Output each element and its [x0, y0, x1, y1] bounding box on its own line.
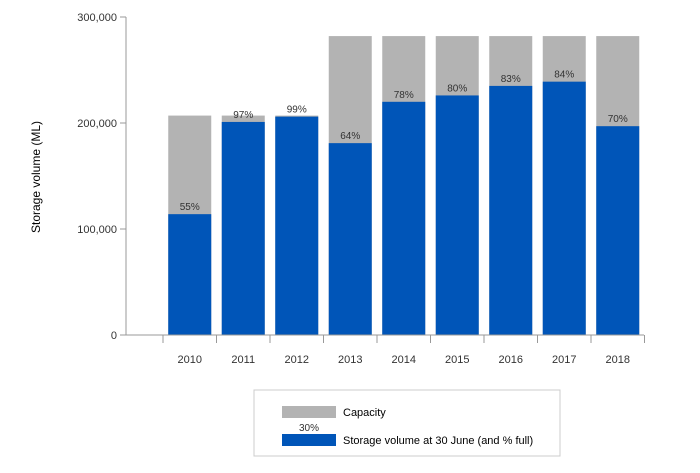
legend-label-storage: Storage volume at 30 June (and % full) [343, 435, 533, 447]
plot-area: 55% 97% 99% 64% 78% 80% 83% 84% 70% [168, 36, 640, 336]
percent-label: 70% [608, 114, 628, 125]
storage-bar [596, 126, 640, 336]
percent-label: 97% [233, 110, 253, 121]
percent-label: 80% [447, 83, 467, 94]
y-tick-label: 300,000 [77, 12, 117, 24]
percent-label: 84% [554, 70, 574, 81]
legend-sample-percent: 30% [299, 423, 319, 434]
x-tick-label: 2010 [178, 354, 202, 366]
storage-bar [382, 101, 426, 335]
x-tick-label: 2015 [445, 354, 469, 366]
storage-bar [221, 121, 265, 335]
x-axis: 2010 2011 2012 2013 2014 2015 2016 2017 2018 [126, 334, 645, 366]
percent-label: 83% [501, 74, 521, 85]
x-tick-label: 2014 [392, 354, 416, 366]
x-tick-label: 2018 [606, 354, 630, 366]
y-axis: 0 100,000 200,000 300,000 [77, 12, 127, 342]
y-tick-label: 0 [111, 330, 117, 342]
x-tick-label: 2016 [499, 354, 523, 366]
percent-label: 55% [180, 202, 200, 213]
y-tick-label: 100,000 [77, 224, 117, 236]
x-tick-label: 2017 [552, 354, 576, 366]
percent-label: 64% [340, 131, 360, 142]
legend-swatch-capacity [282, 406, 336, 418]
storage-bar [435, 95, 479, 335]
y-tick-label: 200,000 [77, 118, 117, 130]
storage-bar [168, 214, 212, 335]
storage-bar [275, 116, 319, 335]
legend-swatch-storage [282, 434, 336, 446]
storage-bar [489, 85, 533, 336]
x-tick-label: 2012 [285, 354, 309, 366]
percent-label: 78% [394, 90, 414, 101]
storage-bar [542, 81, 586, 335]
legend: Capacity 30% Storage volume at 30 June (… [253, 389, 561, 457]
x-tick-label: 2011 [231, 354, 255, 366]
x-tick-label: 2013 [338, 354, 362, 366]
legend-label-capacity: Capacity [343, 407, 386, 419]
y-axis-title: Storage volume (ML) [29, 121, 43, 233]
storage-bar [328, 143, 372, 335]
percent-label: 99% [287, 105, 307, 116]
